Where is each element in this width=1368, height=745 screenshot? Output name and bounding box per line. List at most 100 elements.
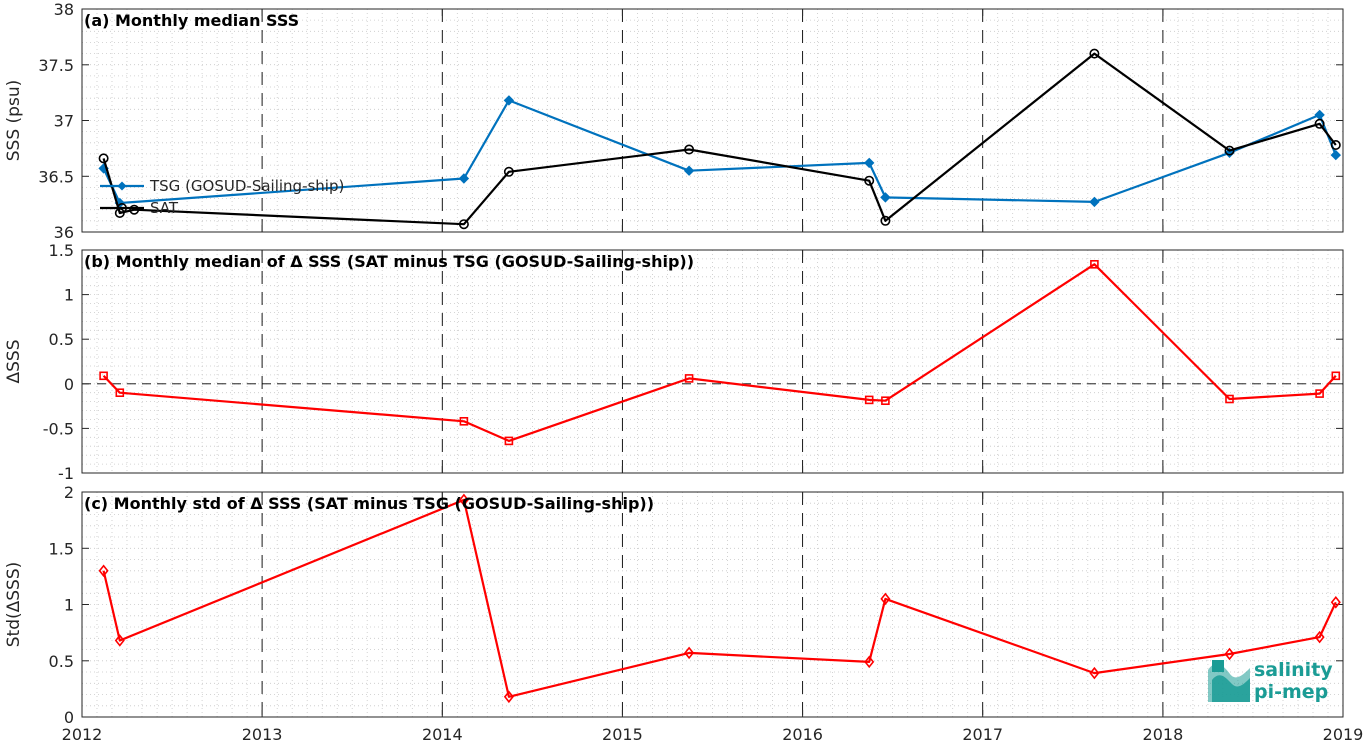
salinity-pi-mep-logo: salinity pi-mep — [1208, 659, 1333, 703]
y-tick-label: 1 — [64, 286, 74, 305]
data-point — [684, 374, 694, 383]
data-point — [1330, 149, 1342, 161]
data-point — [1224, 647, 1235, 661]
logo-square — [1212, 660, 1224, 672]
data-point — [881, 396, 890, 406]
data-point — [459, 416, 469, 426]
panel-title: (a) Monthly median SSS — [84, 11, 299, 30]
data-point — [114, 634, 125, 647]
data-point — [1224, 145, 1235, 156]
chart-panels: 36 36.5 37 37.5 38 SSS (psu) (a) Monthly media… — [4, 0, 1344, 727]
year-dividers — [261, 9, 1164, 232]
tick-marks — [81, 491, 1344, 718]
x-tick-label: 2017 — [962, 725, 1003, 744]
data-point — [864, 395, 874, 405]
y-tick-label: 2 — [64, 483, 74, 502]
x-tick-label: 2015 — [602, 725, 643, 744]
legend-label: SAT — [150, 199, 179, 217]
panel-title: (c) Monthly std of Δ SSS (SAT minus TSG … — [84, 494, 654, 513]
x-tick-label: 2016 — [782, 725, 823, 744]
y-tick-label: 0.5 — [49, 330, 74, 349]
data-point — [1314, 109, 1325, 121]
data-point — [1225, 394, 1234, 404]
data-point — [684, 144, 695, 155]
panel-title: (b) Monthly median of Δ SSS (SAT minus T… — [84, 252, 694, 271]
y-tick-label: 0 — [64, 375, 74, 394]
legend-label: TSG (GOSUD-Sailing-ship) — [149, 177, 344, 195]
series-line — [102, 52, 1337, 226]
y-tick-label: 36 — [54, 223, 74, 242]
y-tick-label: 1.5 — [49, 241, 74, 260]
series-line — [102, 263, 1337, 442]
x-tick-label: 2019 — [1323, 725, 1364, 744]
series-line — [102, 498, 1337, 698]
y-axis-label: SSS (psu) — [4, 80, 24, 161]
data-point — [115, 388, 125, 398]
data-point — [880, 192, 891, 203]
panel-1: 36 36.5 37 37.5 38 SSS (psu) (a) Monthly media… — [4, 0, 1344, 242]
data-point — [880, 592, 891, 606]
y-tick-label: -0.5 — [43, 419, 74, 438]
series-2 — [98, 48, 1341, 230]
x-tick-label: 2013 — [242, 725, 283, 744]
data-point — [1315, 389, 1324, 398]
y-axis-label: ΔSSS — [4, 339, 24, 383]
legend: TSG (GOSUD-Sailing-ship) SAT — [100, 177, 344, 217]
x-tick-label: 2014 — [422, 725, 463, 744]
data-point — [503, 690, 514, 704]
data-point — [129, 204, 140, 215]
data-point — [458, 173, 470, 184]
panel-3: 0 0.5 1 1.5 2 Std(ΔSSS) (c) Monthly std of Δ S… — [4, 483, 1344, 727]
data-point — [503, 166, 514, 177]
data-point — [98, 564, 109, 578]
logo-text-line1: salinity — [1254, 659, 1333, 681]
x-tick-label: 2018 — [1143, 725, 1184, 744]
legend-marker — [117, 181, 127, 191]
series-1 — [99, 259, 1341, 446]
data-point — [99, 371, 108, 381]
data-point — [864, 655, 875, 669]
minor-grid — [82, 492, 1343, 717]
data-point — [98, 153, 109, 164]
y-tick-label: -1 — [58, 464, 74, 483]
data-point — [1089, 48, 1100, 59]
logo-text-line2: pi-mep — [1254, 681, 1328, 703]
tick-marks — [81, 249, 1344, 474]
axes-box — [81, 249, 1344, 474]
x-tick-label: 2012 — [62, 725, 103, 744]
data-point — [1331, 371, 1341, 381]
data-point — [864, 175, 875, 186]
y-tick-label: 36.5 — [38, 167, 74, 186]
minor-grid — [82, 9, 1343, 232]
axes-box — [81, 8, 1344, 233]
data-point — [683, 165, 695, 176]
y-tick-label: 0 — [64, 708, 74, 727]
year-dividers — [261, 250, 1164, 473]
data-point — [1089, 666, 1100, 680]
y-axis-label: Std(ΔSSS) — [4, 562, 24, 648]
y-tick-label: 1.5 — [49, 539, 74, 558]
data-point — [1090, 259, 1099, 269]
tick-marks — [81, 8, 1344, 233]
y-tick-label: 38 — [54, 0, 74, 19]
data-point — [1314, 118, 1325, 129]
y-tick-label: 0.5 — [49, 652, 74, 671]
panel-2: -1 -0.5 0 0.5 1 1.5 ΔSSS (b) Monthly median of … — [4, 241, 1344, 483]
x-axis-tick-labels: 2012 2013 2014 2015 2016 2017 2018 2019 — [62, 725, 1364, 744]
data-point — [1314, 630, 1325, 644]
minor-grid — [82, 250, 1343, 473]
y-tick-label: 1 — [64, 596, 74, 615]
logo-wave-icon-front — [1212, 675, 1250, 702]
data-point — [1330, 140, 1341, 151]
data-point — [504, 436, 514, 446]
data-point — [1089, 196, 1100, 208]
data-point — [458, 219, 469, 230]
data-point — [880, 215, 891, 226]
data-point — [863, 157, 875, 169]
data-point — [503, 95, 515, 106]
data-point — [1330, 596, 1341, 609]
data-point — [684, 646, 695, 660]
series-1 — [98, 493, 1341, 704]
data-point — [458, 493, 469, 507]
legend-marker — [117, 203, 128, 214]
